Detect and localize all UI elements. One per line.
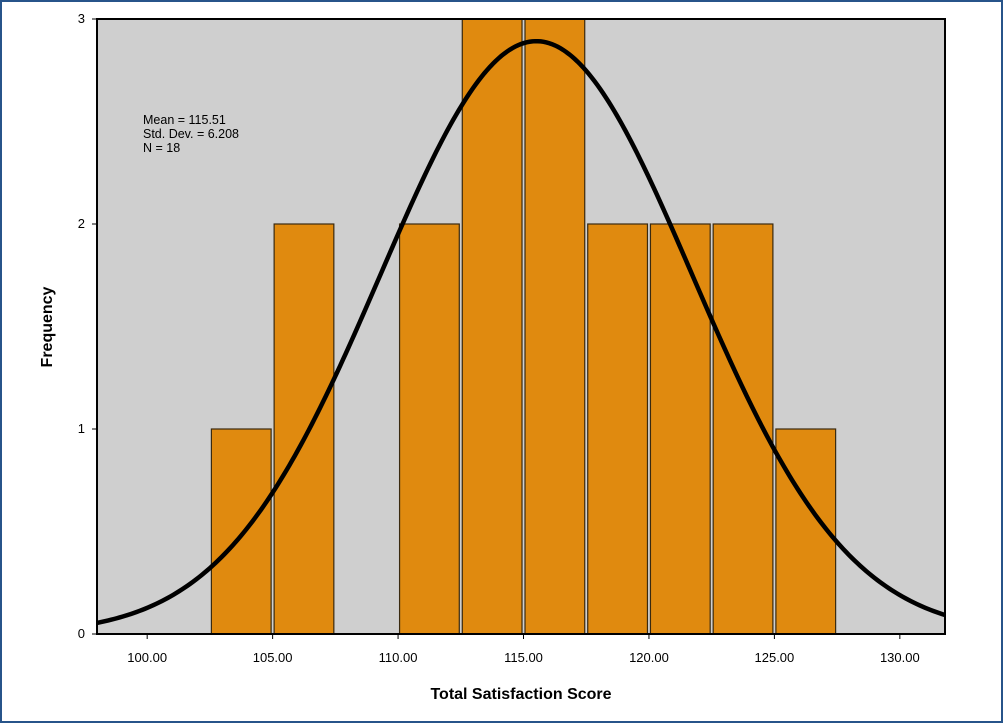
histogram-bar <box>524 18 586 635</box>
y-tick-label: 3 <box>78 11 85 26</box>
x-tick-label: 115.00 <box>504 650 543 665</box>
normal-curve <box>96 38 946 626</box>
histogram-bar <box>461 18 523 635</box>
x-tick-label: 110.00 <box>379 650 418 665</box>
x-axis: 100.00 105.00 110.00 115.00 120.00 125.00 130.… <box>127 634 920 665</box>
stat-std-dev: Std. Dev. = 6.208 <box>143 127 239 141</box>
y-tick-label: 0 <box>78 626 85 641</box>
histogram-bar <box>210 428 272 635</box>
bars-layer <box>210 18 837 635</box>
x-tick-label: 125.00 <box>755 650 795 665</box>
x-tick-label: 105.00 <box>253 650 293 665</box>
plot-border <box>96 18 946 635</box>
histogram-bar <box>649 223 711 635</box>
x-tick-label: 120.00 <box>629 650 669 665</box>
y-tick-label: 2 <box>78 216 85 231</box>
histogram-bar <box>587 223 649 635</box>
y-tick-label: 1 <box>78 421 85 436</box>
x-tick-label: 130.00 <box>880 650 920 665</box>
x-tick-label: 100.00 <box>127 650 167 665</box>
y-axis-title: Frequency <box>39 286 56 367</box>
stat-n: N = 18 <box>143 141 180 155</box>
histogram-bar <box>273 223 335 635</box>
y-axis: 0 1 2 3 <box>78 11 97 641</box>
x-axis-title: Total Satisfaction Score <box>430 686 611 703</box>
stat-mean: Mean = 115.51 <box>143 113 226 127</box>
histogram-bar <box>398 223 460 635</box>
